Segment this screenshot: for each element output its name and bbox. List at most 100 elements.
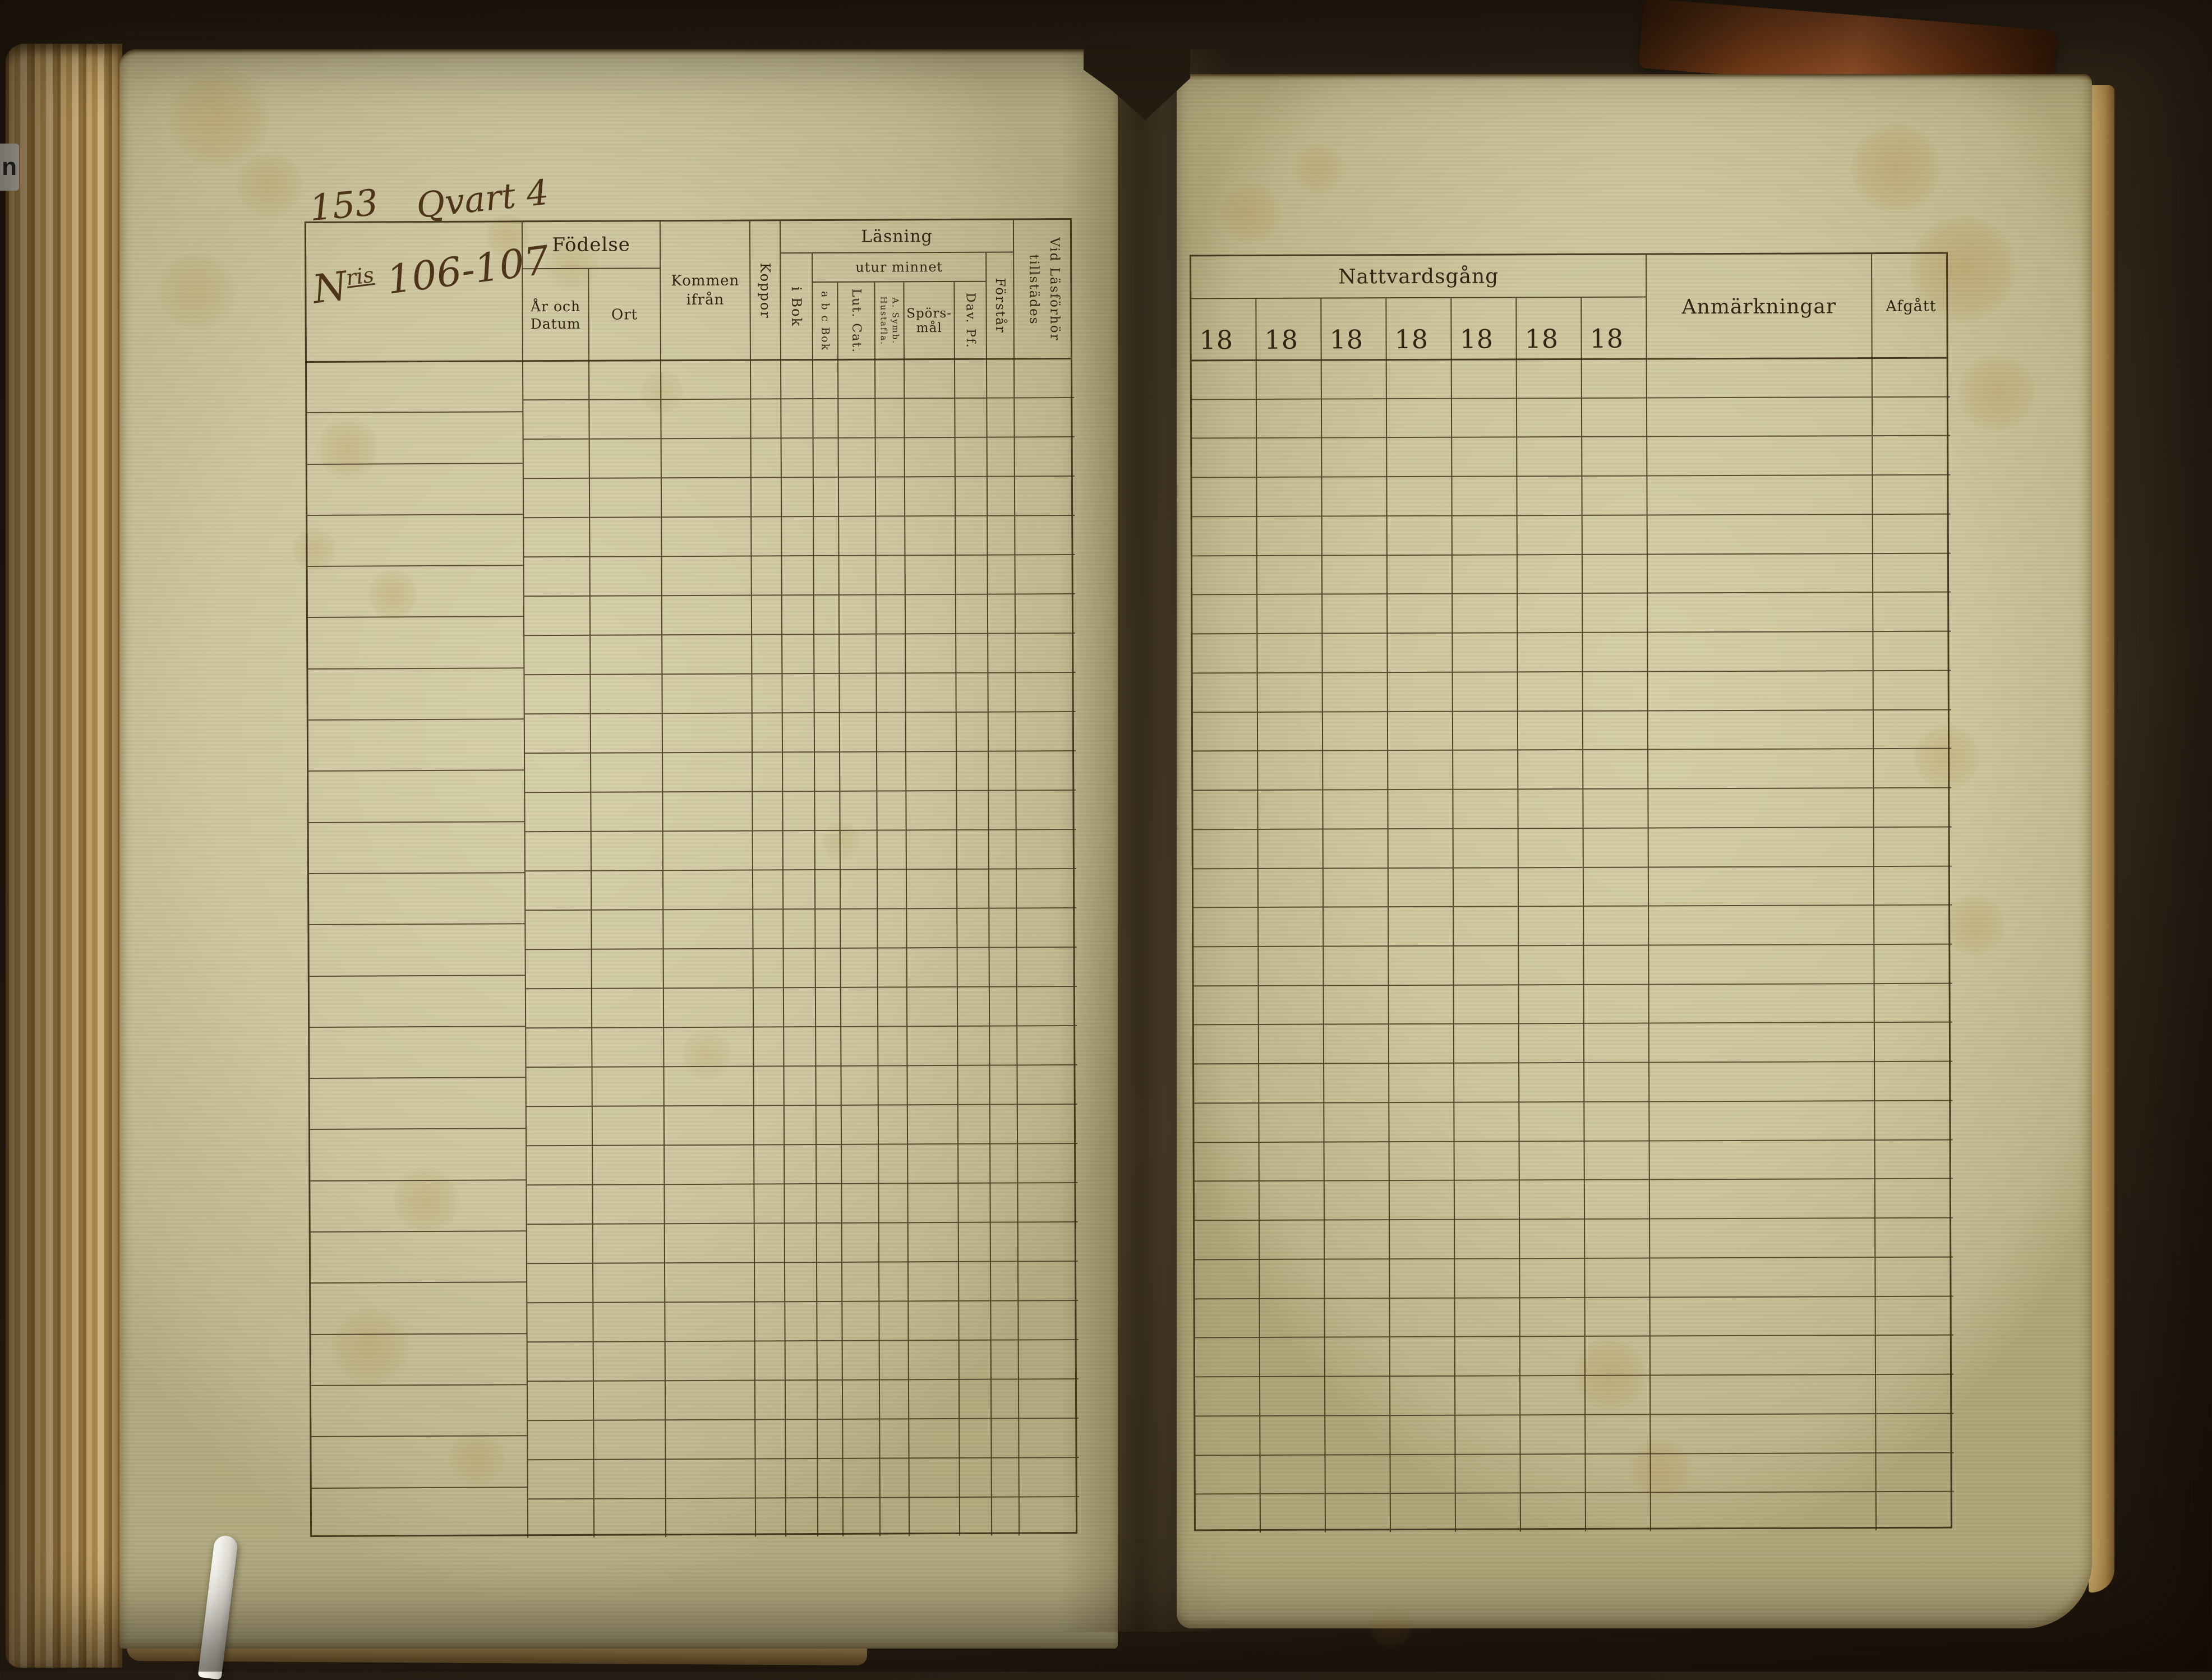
grid-cell — [992, 1497, 1019, 1535]
grid-cell — [956, 555, 987, 595]
grid-cell — [1585, 1258, 1649, 1298]
grid-cell — [752, 674, 782, 714]
grid-cell — [524, 557, 589, 597]
grid-cell — [665, 1381, 755, 1421]
grid-cell — [1389, 907, 1453, 947]
grid-cell — [1018, 1261, 1079, 1301]
grid-cell — [956, 673, 988, 713]
grid-cell — [992, 1419, 1019, 1459]
grid-cell — [661, 478, 751, 518]
grid-cell — [957, 908, 989, 948]
grid-cell — [1651, 1375, 1875, 1415]
grid-cell — [955, 437, 987, 477]
grid-cell — [958, 1105, 990, 1144]
grid-cell — [528, 1499, 593, 1538]
grid-cell — [838, 359, 875, 399]
grid-cell — [1016, 634, 1076, 673]
grid-cell — [1650, 1219, 1875, 1259]
grid-cell — [817, 1223, 841, 1263]
grid-cell — [1874, 866, 1952, 906]
grid-cell — [905, 437, 955, 478]
grid-cell — [1517, 515, 1582, 556]
grid-cell — [1015, 594, 1076, 634]
grid-cell — [311, 1333, 527, 1386]
grid-cell — [1019, 1340, 1079, 1380]
grid-cell — [1322, 555, 1387, 595]
body-grid-column-year7 — [1582, 359, 1651, 1531]
grid-cell — [664, 1067, 753, 1107]
body-grid-column-year4 — [1386, 359, 1456, 1533]
grid-cell — [1519, 1180, 1584, 1220]
grid-cell — [842, 1184, 878, 1224]
grid-cell — [877, 791, 906, 831]
grid-cell — [991, 1301, 1018, 1341]
grid-cell — [838, 438, 875, 478]
grid-cell — [1583, 828, 1648, 868]
grid-cell — [523, 439, 589, 479]
grid-cell — [1519, 1024, 1584, 1064]
grid-cell — [1259, 1142, 1324, 1182]
grid-cell — [1518, 711, 1583, 751]
grid-cell — [1017, 987, 1077, 1027]
grid-cell — [1585, 1336, 1650, 1377]
grid-cell — [1873, 553, 1951, 593]
grid-cell — [1195, 1338, 1260, 1378]
grid-cell — [590, 518, 661, 557]
grid-cell — [877, 830, 906, 870]
grid-cell — [839, 556, 875, 596]
grid-cell — [1193, 751, 1257, 791]
column-group-utur-minnet: utur minnet — [813, 252, 987, 283]
grid-cell — [1582, 359, 1646, 399]
grid-cell — [1321, 399, 1386, 439]
grid-cell — [1452, 477, 1517, 516]
grid-cell — [752, 635, 782, 675]
grid-cell — [1584, 1180, 1649, 1220]
grid-cell — [310, 1078, 526, 1130]
grid-cell — [1260, 1220, 1324, 1260]
grid-cell — [1016, 830, 1076, 870]
grid-cell — [1389, 1181, 1454, 1221]
grid-cell — [1389, 985, 1453, 1025]
grid-cell — [754, 1145, 784, 1185]
right-register-table: Nattvardsgång 18 18 18 18 18 18 18 Anmärkningar A… — [1190, 252, 1954, 1533]
column-header-dav-pf: Dav. Pf. — [955, 281, 987, 359]
grid-cell — [1019, 1418, 1079, 1459]
grid-cell — [1260, 1416, 1325, 1456]
grid-cell — [1390, 1415, 1455, 1455]
grid-cell — [1016, 751, 1076, 791]
body-grid-column-lut — [838, 359, 881, 1536]
grid-cell — [1195, 1455, 1260, 1495]
grid-cell — [1649, 1179, 1875, 1220]
grid-cell — [958, 1262, 990, 1301]
grid-cell — [1873, 593, 1951, 633]
grid-cell — [783, 753, 814, 792]
grid-cell — [753, 949, 783, 989]
grid-cell — [910, 1498, 959, 1536]
grid-cell — [1195, 1299, 1259, 1339]
grid-cell — [1519, 1063, 1584, 1103]
grid-cell — [782, 674, 814, 714]
grid-cell — [906, 751, 956, 792]
grid-cell — [816, 1027, 841, 1067]
grid-cell — [1647, 515, 1872, 555]
grid-cell — [840, 791, 877, 831]
grid-cell — [781, 478, 813, 518]
grid-cell — [524, 635, 590, 676]
grid-cell — [960, 1419, 991, 1459]
grid-cell — [1322, 438, 1386, 478]
grid-cell — [589, 478, 661, 518]
grid-cell — [784, 1067, 815, 1106]
grid-cell — [1874, 905, 1952, 945]
grid-cell — [1016, 712, 1076, 752]
grid-cell — [753, 870, 783, 910]
grid-cell — [1193, 791, 1257, 830]
grid-cell — [1518, 828, 1583, 868]
grid-cell — [841, 1027, 878, 1067]
handwritten-page-number: 153 — [308, 182, 380, 230]
grid-cell — [1324, 947, 1388, 986]
grid-cell — [909, 1301, 958, 1341]
grid-cell — [1018, 1143, 1078, 1184]
grid-cell — [1257, 594, 1322, 635]
grid-cell — [1517, 359, 1581, 399]
